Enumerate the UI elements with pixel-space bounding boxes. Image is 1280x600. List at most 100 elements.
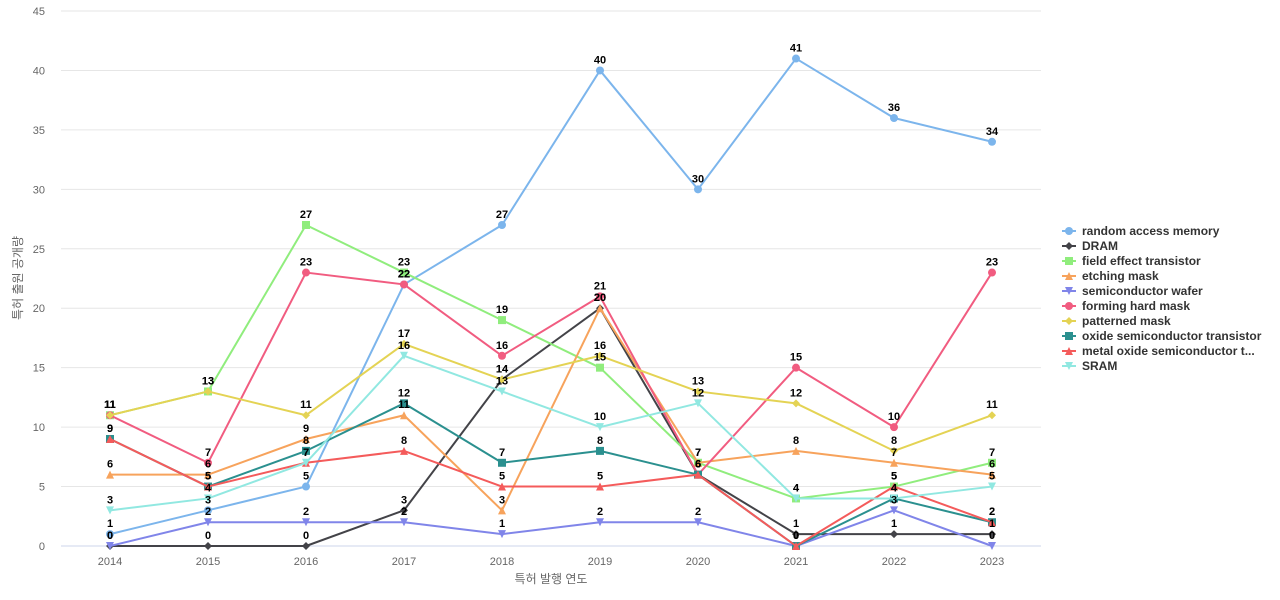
data-point[interactable] — [302, 542, 310, 550]
data-point[interactable] — [596, 292, 604, 301]
data-point[interactable] — [498, 316, 506, 325]
series-line[interactable] — [109, 509, 993, 547]
data-point[interactable] — [400, 446, 408, 455]
data-point[interactable] — [498, 530, 506, 539]
legend-symbol[interactable] — [1065, 227, 1073, 235]
data-point[interactable] — [988, 530, 996, 539]
data-point[interactable] — [302, 268, 310, 277]
data-point[interactable] — [400, 518, 408, 527]
data-point[interactable] — [204, 387, 212, 396]
data-point[interactable] — [596, 351, 604, 360]
series-line[interactable] — [109, 354, 993, 512]
legend-item[interactable]: patterned mask — [1062, 314, 1171, 328]
legend-item[interactable]: field effect transistor — [1062, 254, 1201, 268]
legend-symbol[interactable] — [1065, 362, 1073, 370]
legend-symbol[interactable] — [1065, 332, 1073, 340]
data-point[interactable] — [988, 268, 996, 277]
data-point[interactable] — [792, 542, 800, 550]
legend-item[interactable]: DRAM — [1062, 239, 1118, 253]
legend-item[interactable]: oxide semiconductor transistor — [1062, 329, 1262, 343]
data-point[interactable] — [890, 423, 898, 432]
data-point[interactable] — [400, 506, 408, 515]
data-point[interactable] — [694, 470, 702, 479]
data-point[interactable] — [400, 268, 408, 277]
data-point[interactable] — [890, 114, 898, 122]
data-point[interactable] — [890, 530, 898, 539]
data-point[interactable] — [694, 458, 702, 467]
legend-symbol[interactable] — [1065, 257, 1073, 265]
data-point[interactable] — [596, 446, 604, 455]
data-point[interactable] — [890, 482, 898, 491]
data-point[interactable] — [400, 351, 408, 360]
data-point[interactable] — [694, 185, 702, 194]
data-point[interactable] — [106, 435, 114, 443]
legend-symbol[interactable] — [1065, 242, 1073, 250]
legend-symbol[interactable] — [1065, 302, 1073, 310]
data-point[interactable] — [498, 221, 506, 229]
data-point[interactable] — [302, 221, 310, 229]
data-point[interactable] — [988, 482, 996, 491]
data-point[interactable] — [302, 446, 310, 455]
data-point[interactable] — [204, 518, 212, 527]
data-point[interactable] — [400, 339, 408, 348]
data-point[interactable] — [498, 482, 506, 491]
data-point[interactable] — [694, 387, 702, 396]
data-point[interactable] — [694, 399, 702, 408]
data-point[interactable] — [106, 470, 114, 479]
series-line[interactable] — [109, 57, 993, 536]
data-point[interactable] — [106, 411, 114, 420]
legend-item[interactable]: forming hard mask — [1062, 299, 1190, 313]
legend-symbol[interactable] — [1065, 317, 1073, 325]
legend-item[interactable]: random access memory — [1062, 224, 1220, 238]
data-point[interactable] — [596, 423, 604, 432]
data-point[interactable] — [596, 66, 604, 75]
data-point[interactable] — [204, 458, 212, 467]
data-point[interactable] — [596, 518, 604, 527]
data-point[interactable] — [106, 506, 114, 515]
data-point[interactable] — [302, 482, 310, 491]
data-point[interactable] — [498, 375, 506, 384]
data-point[interactable] — [596, 304, 604, 313]
data-point[interactable] — [890, 458, 898, 467]
data-point[interactable] — [988, 411, 996, 420]
data-point[interactable] — [988, 470, 996, 479]
data-point[interactable] — [302, 458, 310, 467]
data-point[interactable] — [302, 435, 310, 443]
data-point[interactable] — [792, 446, 800, 455]
data-point[interactable] — [498, 458, 506, 467]
data-point[interactable] — [890, 506, 898, 515]
series-line[interactable] — [109, 224, 993, 500]
data-point[interactable] — [792, 530, 800, 539]
legend-item[interactable]: semiconductor wafer — [1062, 284, 1203, 298]
series-line[interactable] — [109, 342, 993, 452]
data-point[interactable] — [400, 280, 408, 289]
data-point[interactable] — [106, 542, 114, 550]
legend-symbol[interactable] — [1065, 272, 1073, 280]
data-point[interactable] — [988, 458, 996, 467]
data-point[interactable] — [204, 482, 212, 491]
legend-symbol[interactable] — [1065, 287, 1073, 295]
legend-item[interactable]: etching mask — [1062, 269, 1159, 283]
data-point[interactable] — [890, 494, 898, 503]
data-point[interactable] — [792, 363, 800, 372]
legend-item[interactable]: metal oxide semiconductor t... — [1062, 344, 1255, 358]
series-line[interactable] — [109, 402, 993, 547]
data-point[interactable] — [302, 518, 310, 527]
data-point[interactable] — [400, 399, 408, 408]
data-point[interactable] — [204, 494, 212, 503]
data-point[interactable] — [106, 530, 114, 539]
data-point[interactable] — [792, 494, 800, 503]
data-point[interactable] — [204, 542, 212, 550]
legend-symbol[interactable] — [1065, 347, 1073, 355]
data-point[interactable] — [988, 137, 996, 146]
series-line[interactable] — [109, 271, 993, 476]
data-point[interactable] — [792, 54, 800, 63]
legend-item[interactable]: SRAM — [1062, 359, 1117, 373]
data-point[interactable] — [694, 518, 702, 527]
data-point[interactable] — [498, 387, 506, 396]
data-point[interactable] — [988, 542, 996, 550]
data-point[interactable] — [596, 482, 604, 491]
data-point[interactable] — [988, 518, 996, 527]
series-line[interactable] — [109, 438, 993, 547]
data-point[interactable] — [204, 470, 212, 479]
